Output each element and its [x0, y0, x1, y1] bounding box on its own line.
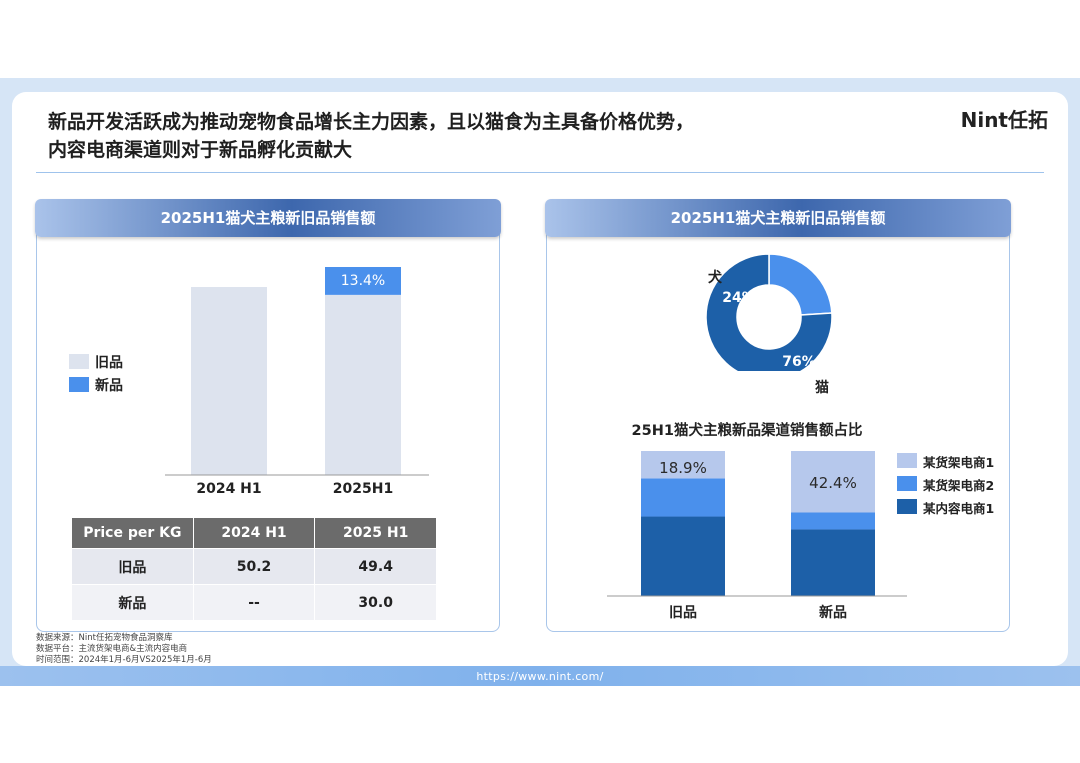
data-label: 18.9%	[641, 459, 725, 477]
data-label: 13.4%	[325, 273, 401, 289]
legend-swatch-shelf1	[897, 453, 917, 468]
bar-old	[191, 287, 267, 475]
table-header: Price per KG	[72, 518, 194, 549]
content-card: 新品开发活跃成为推动宠物食品增长主力因素，且以猫食为主具备价格优势， 内容电商渠…	[12, 92, 1068, 666]
page-title: 新品开发活跃成为推动宠物食品增长主力因素，且以猫食为主具备价格优势， 内容电商渠…	[48, 108, 694, 164]
legend-label-shelf2: 某货架电商2	[923, 475, 994, 494]
slide-background: 新品开发活跃成为推动宠物食品增长主力因素，且以猫食为主具备价格优势， 内容电商渠…	[0, 78, 1080, 686]
table-cell: 50.2	[193, 549, 315, 585]
table-cell: 30.0	[315, 585, 437, 621]
title-divider	[36, 172, 1044, 173]
table-header-row: Price per KG 2024 H1 2025 H1	[72, 518, 437, 549]
left-panel: 2025H1猫犬主粮新旧品销售额 旧品 新品 2024 H1 2025H1 13…	[36, 200, 500, 632]
data-label: 42.4%	[791, 474, 875, 492]
footer-bar: https://www.nint.com/	[0, 666, 1080, 686]
bar-segment-shelf2	[641, 478, 725, 516]
table-row: 旧品 50.2 49.4	[72, 549, 437, 585]
x-tick-label: 旧品	[641, 602, 725, 622]
x-tick-label: 2024 H1	[187, 481, 271, 497]
footer-url: https://www.nint.com/	[0, 670, 1080, 683]
x-tick-label: 2025H1	[321, 481, 405, 497]
table-header: 2025 H1	[315, 518, 437, 549]
source-line: 数据平台：主流货架电商&主流内容电商	[36, 644, 212, 655]
brand-logo: Nint任拓	[961, 104, 1048, 133]
right-panel: 2025H1猫犬主粮新旧品销售额 犬 猫 24% 76% 25H1猫犬主粮新品渠…	[546, 200, 1010, 632]
legend-label-shelf1: 某货架电商1	[923, 452, 994, 471]
source-line: 数据来源：Nint任拓宠物食品洞察库	[36, 633, 212, 644]
source-line: 时间范围：2024年1月-6月VS2025年1月-6月	[36, 655, 212, 666]
source-notes: 数据来源：Nint任拓宠物食品洞察库 数据平台：主流货架电商&主流内容电商 时间…	[36, 633, 212, 666]
bar-chart-left	[37, 201, 499, 501]
bar-segment-content1	[791, 529, 875, 596]
bar-old	[325, 295, 401, 475]
bar-segment-content1	[641, 517, 725, 596]
channel-bar-chart	[547, 201, 1009, 621]
table-cell: 49.4	[315, 549, 437, 585]
bar-segment-shelf2	[791, 512, 875, 529]
table-cell: 旧品	[72, 549, 194, 585]
legend-label-content1: 某内容电商1	[923, 498, 994, 517]
legend-swatch-shelf2	[897, 476, 917, 491]
title-line-2: 内容电商渠道则对于新品孵化贡献大	[48, 136, 694, 164]
table-header: 2024 H1	[193, 518, 315, 549]
x-tick-label: 新品	[791, 602, 875, 622]
table-cell: --	[193, 585, 315, 621]
table-row: 新品 -- 30.0	[72, 585, 437, 621]
legend-swatch-content1	[897, 499, 917, 514]
price-table: Price per KG 2024 H1 2025 H1 旧品 50.2 49.…	[71, 517, 437, 621]
title-line-1: 新品开发活跃成为推动宠物食品增长主力因素，且以猫食为主具备价格优势，	[48, 108, 694, 136]
table-cell: 新品	[72, 585, 194, 621]
